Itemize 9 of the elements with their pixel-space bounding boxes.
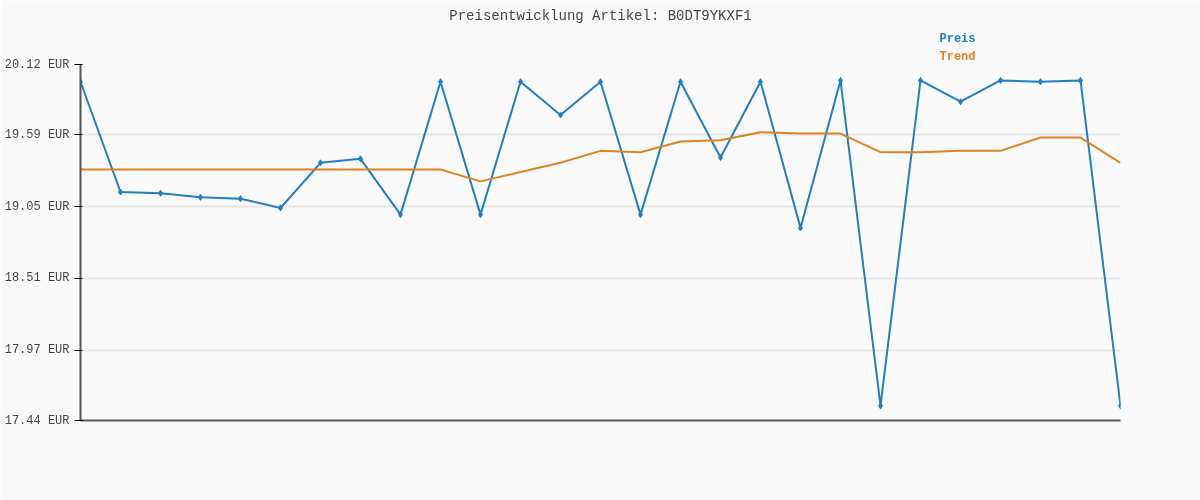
y-tick-label: 20.12 EUR: [4, 57, 70, 72]
text: Preis: [939, 31, 976, 46]
y-tick-label: 17.97 EUR: [4, 343, 70, 358]
text: Trend: [939, 49, 976, 64]
chart-title: Preisentwicklung Artikel: B0DT9YKXF1: [449, 7, 752, 24]
y-tick-label: 19.05 EUR: [4, 199, 70, 214]
y-tick-label: 17.44 EUR: [4, 413, 70, 428]
y-tick-label: 19.59 EUR: [4, 127, 70, 142]
y-tick-label: 18.51 EUR: [4, 271, 70, 286]
